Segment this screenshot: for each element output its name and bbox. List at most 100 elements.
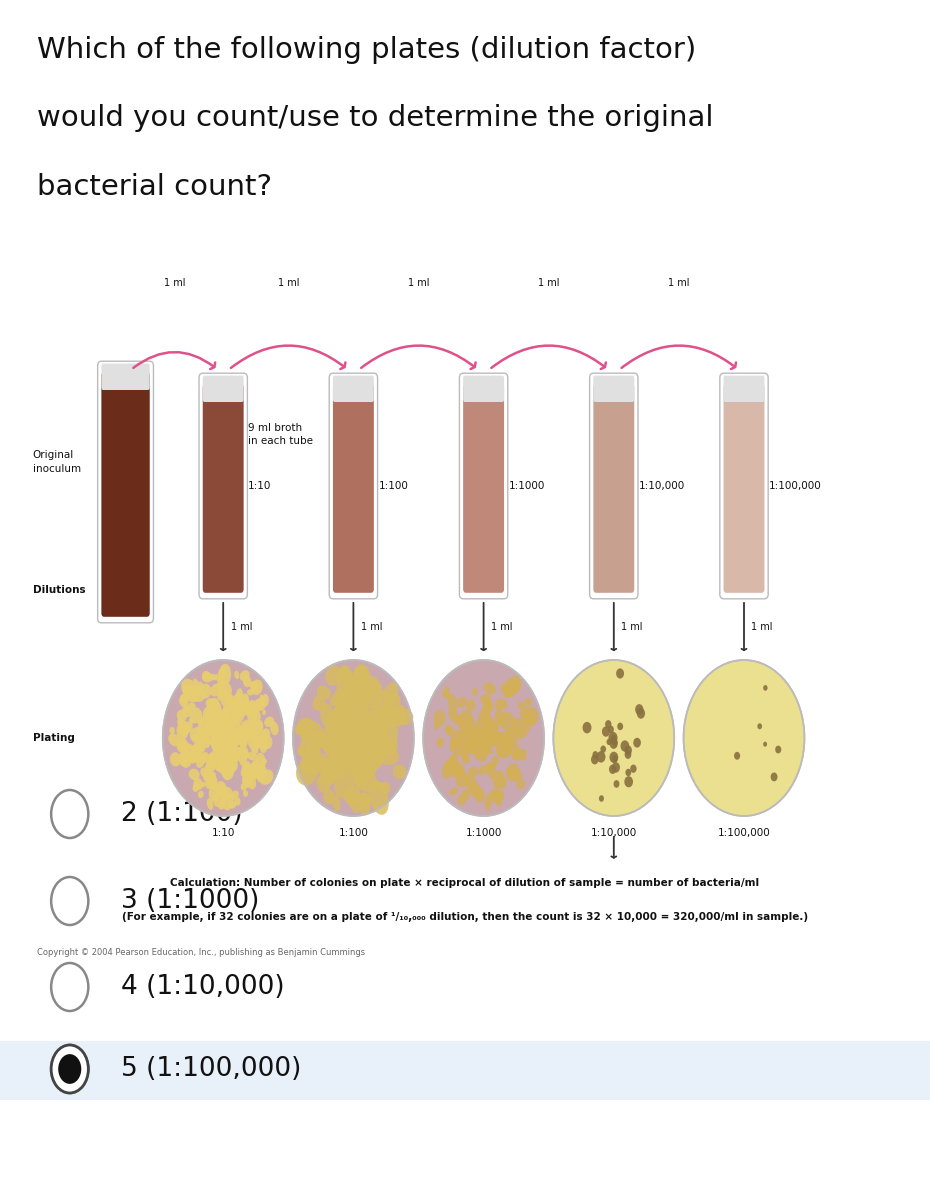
Ellipse shape bbox=[242, 764, 248, 774]
Ellipse shape bbox=[370, 756, 377, 766]
Ellipse shape bbox=[242, 761, 251, 775]
Ellipse shape bbox=[179, 696, 189, 707]
Ellipse shape bbox=[317, 685, 331, 700]
Ellipse shape bbox=[222, 689, 228, 697]
Ellipse shape bbox=[472, 688, 478, 697]
Ellipse shape bbox=[248, 706, 259, 720]
Ellipse shape bbox=[506, 763, 519, 781]
Ellipse shape bbox=[217, 743, 228, 761]
Ellipse shape bbox=[193, 678, 198, 685]
Ellipse shape bbox=[237, 746, 242, 752]
Ellipse shape bbox=[469, 728, 480, 742]
Circle shape bbox=[633, 738, 641, 748]
Circle shape bbox=[51, 1045, 88, 1093]
Ellipse shape bbox=[348, 738, 360, 751]
Ellipse shape bbox=[492, 756, 498, 767]
Ellipse shape bbox=[326, 712, 343, 734]
Circle shape bbox=[609, 738, 618, 749]
Ellipse shape bbox=[334, 718, 345, 727]
Ellipse shape bbox=[495, 731, 504, 744]
Ellipse shape bbox=[297, 718, 308, 732]
Ellipse shape bbox=[351, 792, 365, 812]
Ellipse shape bbox=[518, 701, 525, 710]
Ellipse shape bbox=[312, 696, 326, 710]
Circle shape bbox=[51, 790, 88, 838]
Ellipse shape bbox=[251, 746, 259, 755]
Ellipse shape bbox=[217, 676, 221, 683]
Ellipse shape bbox=[200, 684, 211, 698]
Ellipse shape bbox=[380, 752, 387, 760]
Ellipse shape bbox=[457, 734, 463, 745]
Ellipse shape bbox=[307, 740, 319, 758]
Text: 1:100: 1:100 bbox=[379, 481, 408, 491]
Circle shape bbox=[635, 704, 644, 715]
Ellipse shape bbox=[356, 725, 375, 746]
Ellipse shape bbox=[261, 694, 269, 707]
Ellipse shape bbox=[246, 730, 259, 751]
Ellipse shape bbox=[384, 707, 405, 727]
Ellipse shape bbox=[191, 758, 195, 763]
Ellipse shape bbox=[219, 739, 229, 752]
Circle shape bbox=[612, 738, 618, 746]
Ellipse shape bbox=[256, 736, 268, 749]
Ellipse shape bbox=[452, 787, 458, 793]
Ellipse shape bbox=[227, 694, 233, 702]
Ellipse shape bbox=[299, 720, 324, 743]
Ellipse shape bbox=[334, 774, 353, 798]
Ellipse shape bbox=[359, 746, 374, 770]
Ellipse shape bbox=[233, 755, 238, 762]
Ellipse shape bbox=[335, 736, 342, 745]
Text: Dilutions: Dilutions bbox=[33, 586, 86, 595]
Ellipse shape bbox=[376, 722, 389, 736]
Ellipse shape bbox=[449, 764, 463, 778]
Text: (For example, if 32 colonies are on a plate of ¹/₁₀,₀₀₀ dilution, then the count: (For example, if 32 colonies are on a pl… bbox=[122, 912, 808, 922]
Ellipse shape bbox=[344, 724, 353, 732]
Ellipse shape bbox=[209, 730, 216, 739]
Ellipse shape bbox=[215, 712, 225, 725]
Ellipse shape bbox=[224, 727, 235, 740]
Ellipse shape bbox=[219, 712, 225, 720]
Ellipse shape bbox=[251, 679, 262, 695]
Ellipse shape bbox=[498, 744, 507, 756]
Ellipse shape bbox=[219, 732, 228, 745]
Ellipse shape bbox=[451, 739, 465, 756]
Text: 1 ml: 1 ml bbox=[751, 622, 773, 632]
Ellipse shape bbox=[339, 724, 351, 740]
Ellipse shape bbox=[518, 749, 527, 761]
Circle shape bbox=[637, 708, 645, 719]
Ellipse shape bbox=[350, 751, 360, 767]
Ellipse shape bbox=[191, 744, 202, 763]
Ellipse shape bbox=[257, 720, 263, 732]
Ellipse shape bbox=[247, 752, 257, 761]
Ellipse shape bbox=[298, 746, 306, 756]
Ellipse shape bbox=[329, 692, 339, 706]
Ellipse shape bbox=[212, 731, 218, 740]
Ellipse shape bbox=[365, 709, 375, 722]
Ellipse shape bbox=[241, 782, 247, 791]
Text: 1 ml: 1 ml bbox=[164, 278, 185, 288]
Ellipse shape bbox=[232, 700, 246, 715]
Ellipse shape bbox=[445, 726, 453, 733]
Ellipse shape bbox=[179, 742, 189, 754]
Ellipse shape bbox=[337, 721, 346, 737]
Ellipse shape bbox=[366, 710, 381, 726]
Ellipse shape bbox=[301, 755, 316, 775]
Circle shape bbox=[606, 739, 612, 745]
Ellipse shape bbox=[202, 782, 206, 787]
Text: 1:100: 1:100 bbox=[339, 828, 368, 838]
Ellipse shape bbox=[350, 684, 355, 694]
Ellipse shape bbox=[226, 714, 236, 724]
Ellipse shape bbox=[241, 768, 246, 776]
Ellipse shape bbox=[257, 769, 266, 781]
Text: Calculation: Number of colonies on plate × reciprocal of dilution of sample = nu: Calculation: Number of colonies on plate… bbox=[170, 878, 760, 888]
Ellipse shape bbox=[353, 738, 364, 751]
Circle shape bbox=[757, 724, 762, 730]
Ellipse shape bbox=[242, 746, 248, 756]
Ellipse shape bbox=[350, 698, 365, 716]
Ellipse shape bbox=[223, 718, 232, 730]
Ellipse shape bbox=[203, 773, 207, 781]
Ellipse shape bbox=[295, 724, 308, 734]
Ellipse shape bbox=[219, 746, 223, 750]
Ellipse shape bbox=[460, 709, 472, 725]
Ellipse shape bbox=[334, 736, 359, 762]
